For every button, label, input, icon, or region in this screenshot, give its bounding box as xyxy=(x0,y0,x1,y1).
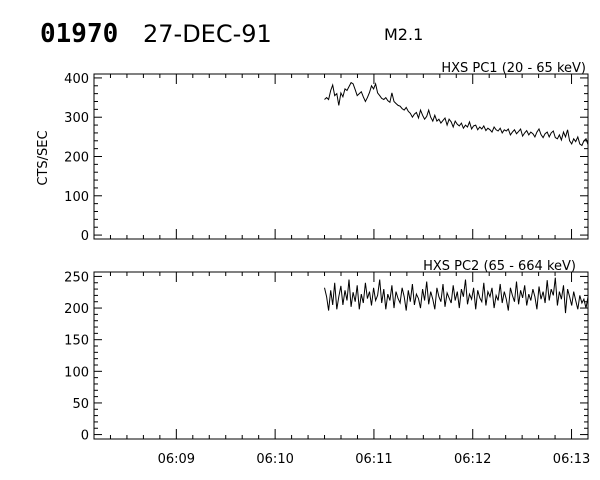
panel-pc2-x-ticks xyxy=(93,272,589,439)
x-tick-labels: 06:09 06:10 06:11 06:12 06:13 xyxy=(158,452,591,467)
panel-pc1: HXS PC1 (20 - 65 keV) 0 100 200 300 400 xyxy=(64,61,589,244)
panel-pc1-y-ticks: 0 100 200 300 400 xyxy=(64,72,588,244)
event-date: 27-DEC-91 xyxy=(143,20,272,48)
panel-pc1-x-ticks xyxy=(93,74,589,239)
panel-pc2-title: HXS PC2 (65 - 664 keV) xyxy=(423,259,576,274)
y-axis-label: CTS/SEC xyxy=(36,130,51,185)
x-tick-label: 06:13 xyxy=(553,452,590,467)
panel-pc2-frame xyxy=(93,271,589,440)
flare-class: M2.1 xyxy=(384,25,423,44)
y-tick-label: 100 xyxy=(64,365,89,380)
y-tick-label: 200 xyxy=(64,302,89,317)
y-tick-label: 300 xyxy=(64,111,89,126)
panel-pc2: HXS PC2 (65 - 664 keV) 0 50 100 150 200 250 0… xyxy=(64,259,590,467)
y-tick-label: 100 xyxy=(64,190,89,205)
y-tick-label: 250 xyxy=(64,270,89,285)
y-tick-label: 400 xyxy=(64,72,89,87)
x-tick-label: 06:10 xyxy=(256,452,293,467)
panel-pc1-title: HXS PC1 (20 - 65 keV) xyxy=(441,61,586,76)
y-tick-label: 0 xyxy=(81,229,89,244)
panel-pc1-series-line xyxy=(324,81,589,147)
x-tick-label: 06:11 xyxy=(355,452,392,467)
x-tick-label: 06:09 xyxy=(158,452,195,467)
panel-pc1-frame xyxy=(93,73,589,240)
y-tick-label: 200 xyxy=(64,151,89,166)
event-id: 01970 xyxy=(40,19,118,49)
y-tick-label: 150 xyxy=(64,334,89,349)
y-tick-label: 50 xyxy=(72,397,89,412)
y-tick-label: 0 xyxy=(81,429,89,444)
panel-pc2-series-line xyxy=(324,277,589,314)
x-tick-label: 06:12 xyxy=(454,452,491,467)
panel-pc2-y-ticks: 0 50 100 150 200 250 xyxy=(64,270,588,444)
